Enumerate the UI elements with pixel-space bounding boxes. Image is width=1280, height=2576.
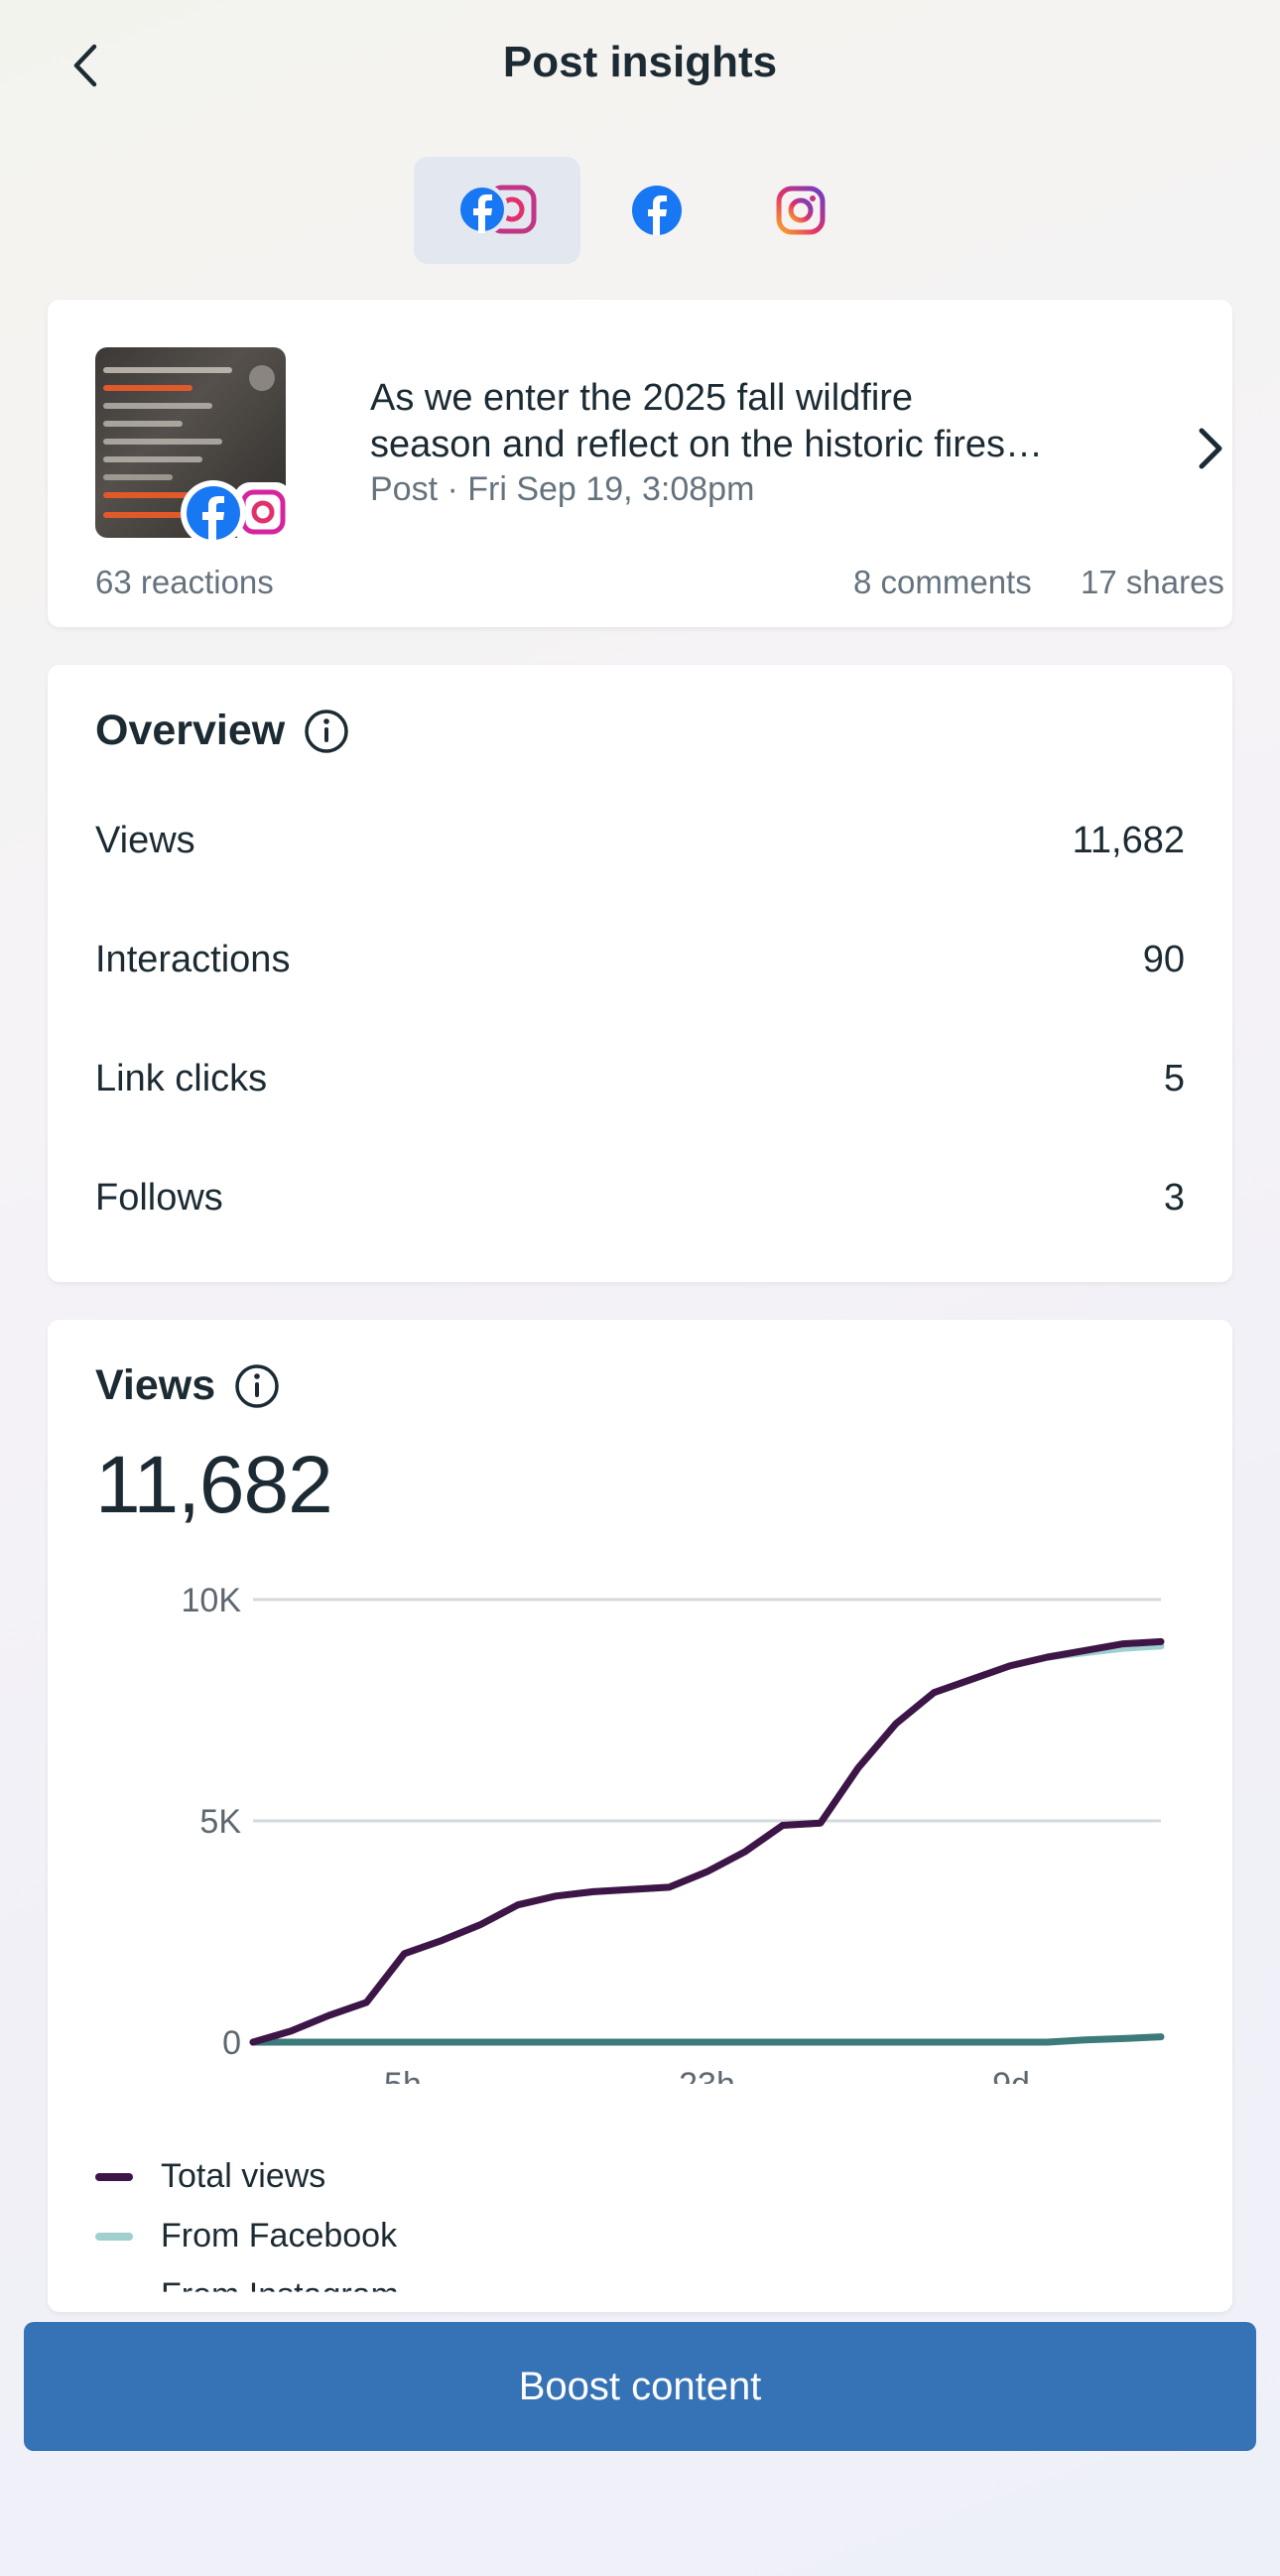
tab-instagram[interactable] — [749, 157, 852, 264]
overview-title: Overview — [95, 707, 350, 755]
info-icon[interactable] — [303, 708, 350, 755]
facebook-instagram-icon — [456, 184, 537, 235]
legend-item-total-views: Total views — [95, 2157, 325, 2196]
chevron-right-icon — [1199, 428, 1222, 469]
back-button[interactable] — [56, 36, 115, 95]
x-tick-label: 23h — [679, 2066, 735, 2084]
row-value: 5 — [1163, 1058, 1185, 1099]
row-label: Link clicks — [95, 1058, 268, 1099]
tab-facebook[interactable] — [605, 157, 708, 264]
legend-label: From Facebook — [161, 2217, 398, 2254]
comments-count: 8 comments — [853, 564, 1032, 600]
legend-swatch — [95, 2172, 133, 2181]
x-tick-label: 5h — [384, 2066, 422, 2084]
x-tick-label: 9d — [992, 2066, 1030, 2084]
views-title-text: Views — [95, 1361, 216, 1409]
y-tick-label: 5K — [199, 1803, 241, 1841]
overview-row-link-clicks: Link clicks 5 — [95, 1058, 1185, 1100]
overview-title-text: Overview — [95, 707, 286, 754]
series-line-from-facebook — [249, 1642, 1165, 2046]
platform-tabs — [0, 157, 1280, 264]
views-card: Views 11,682 0 5K 10K 5h 23h 9d Total views F… — [48, 1320, 1232, 2312]
open-post-button[interactable] — [1181, 419, 1240, 478]
post-text-line: As we enter the 2025 fall wildfire — [370, 377, 914, 419]
row-label: Follows — [95, 1177, 223, 1219]
legend-item-from-facebook: From Facebook — [95, 2217, 397, 2255]
tab-facebook-instagram[interactable] — [414, 157, 580, 264]
info-icon[interactable] — [233, 1362, 281, 1410]
overview-card: Overview Views 11,682 Interactions 90 Li… — [48, 665, 1232, 1282]
y-tick-label: 10K — [182, 1588, 242, 1619]
row-value: 90 — [1142, 939, 1185, 980]
legend-label: Total views — [161, 2157, 326, 2195]
shares-count: 17 shares — [1081, 564, 1224, 600]
legend-label: From Instagram — [161, 2276, 399, 2314]
logo-icon — [249, 365, 275, 391]
overview-row-follows: Follows 3 — [95, 1177, 1185, 1220]
views-title: Views — [95, 1361, 281, 1410]
legend-item-from-instagram: From Instagram — [95, 2276, 399, 2314]
page-title: Post insights — [502, 38, 778, 86]
overview-row-interactions: Interactions 90 — [95, 939, 1185, 981]
series-line-from-instagram — [249, 2033, 1165, 2046]
overview-row-views: Views 11,682 — [95, 820, 1185, 862]
instagram-icon — [776, 186, 826, 235]
facebook-instagram-badge-icon — [181, 480, 292, 546]
y-tick-label: 0 — [222, 2024, 241, 2062]
post-card[interactable]: As we enter the 2025 fall wildfire seaso… — [48, 300, 1232, 627]
series-line-total-views — [249, 1637, 1165, 2046]
row-value: 11,682 — [1072, 820, 1185, 861]
post-text: As we enter the 2025 fall wildfire seaso… — [370, 375, 1154, 468]
row-label: Interactions — [95, 939, 291, 980]
row-value: 3 — [1163, 1177, 1185, 1219]
boost-content-button[interactable]: Boost content — [24, 2322, 1256, 2451]
views-total: 11,682 — [95, 1440, 333, 1530]
views-chart: 0 5K 10K 5h 23h 9d — [182, 1588, 1165, 2084]
legend-swatch — [95, 2232, 133, 2241]
legend-swatch — [95, 2291, 133, 2292]
top-bar: Post insights — [0, 0, 1280, 129]
post-text-line: season and reflect on the historic fires… — [370, 424, 1044, 465]
facebook-icon — [632, 186, 682, 235]
chevron-left-icon — [73, 44, 97, 87]
post-meta: Post · Fri Sep 19, 3:08pm — [370, 470, 755, 508]
reactions-count: 63 reactions — [95, 564, 274, 600]
row-label: Views — [95, 820, 195, 861]
